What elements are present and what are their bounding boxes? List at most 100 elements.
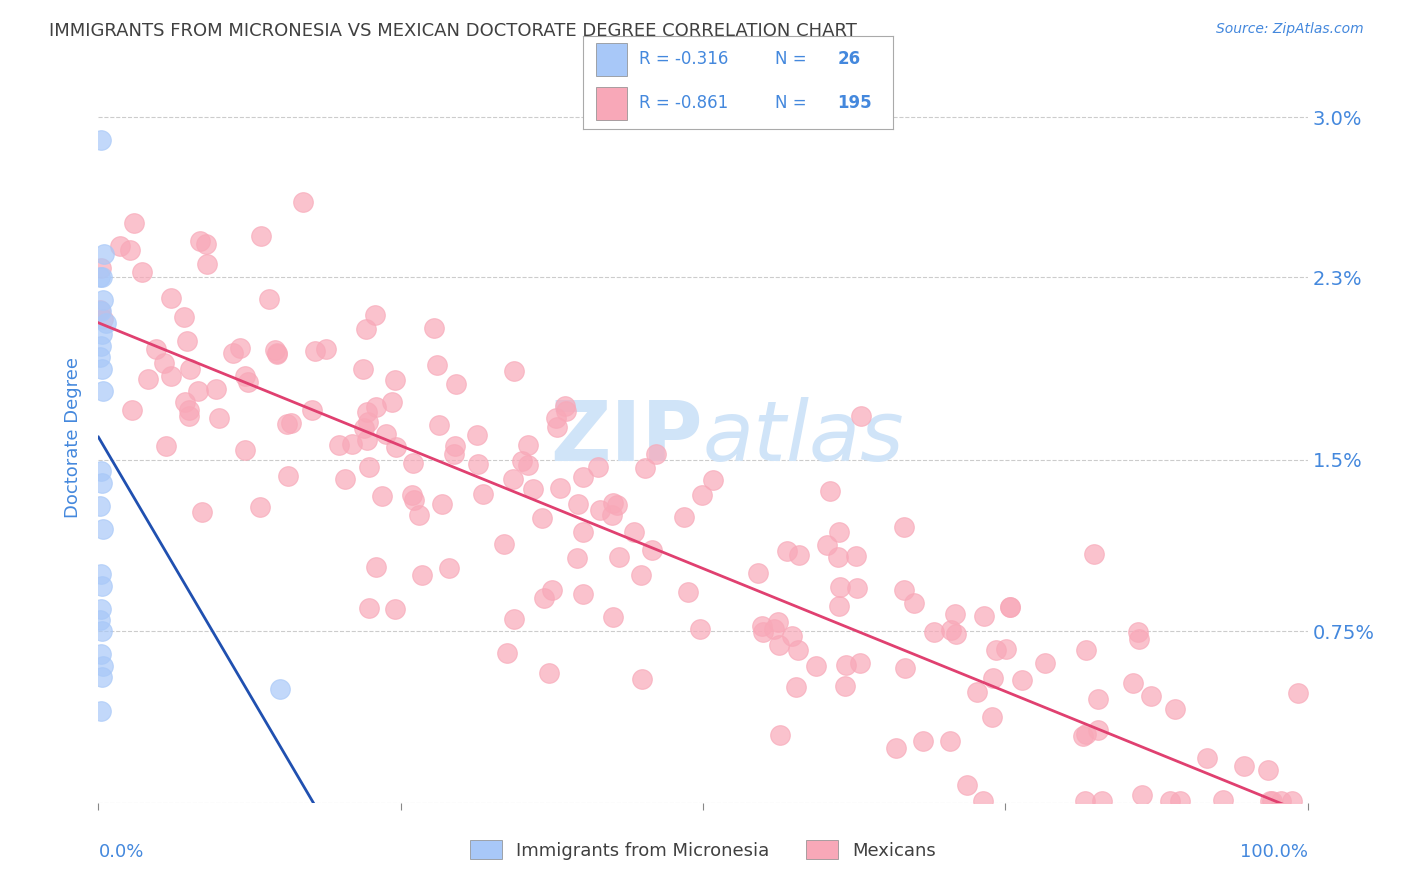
Point	[572, 587, 595, 601]
Point	[401, 488, 423, 502]
Point	[602, 496, 624, 510]
Point	[384, 373, 406, 387]
Point	[375, 427, 398, 442]
Point	[775, 544, 797, 558]
Point	[607, 550, 630, 565]
Point	[589, 503, 612, 517]
Point	[834, 679, 856, 693]
Point	[830, 580, 852, 594]
Point	[689, 622, 711, 636]
Y-axis label: Doctorate Degree: Doctorate Degree	[65, 357, 83, 517]
Point	[1197, 751, 1219, 765]
Point	[641, 542, 664, 557]
Point	[188, 234, 211, 248]
Point	[467, 457, 489, 471]
Point	[634, 461, 657, 475]
Point	[121, 403, 143, 417]
Point	[364, 308, 387, 322]
Point	[471, 487, 494, 501]
Point	[439, 561, 461, 575]
Point	[352, 361, 374, 376]
Point	[153, 356, 176, 370]
Point	[1074, 642, 1097, 657]
Point	[177, 409, 200, 424]
Point	[90, 601, 112, 615]
Point	[90, 338, 112, 352]
Text: R = -0.861: R = -0.861	[640, 95, 728, 112]
Point	[571, 470, 593, 484]
Point	[264, 343, 287, 357]
Point	[502, 472, 524, 486]
Point	[443, 447, 465, 461]
Point	[903, 596, 925, 610]
Point	[763, 622, 786, 636]
Point	[1168, 793, 1191, 807]
Point	[371, 488, 394, 502]
Text: 100.0%: 100.0%	[1240, 843, 1308, 861]
Point	[422, 320, 444, 334]
Point	[1159, 793, 1181, 807]
Point	[893, 520, 915, 534]
Point	[644, 447, 666, 461]
Text: 195: 195	[837, 95, 872, 112]
Point	[533, 591, 555, 605]
Point	[1087, 692, 1109, 706]
Point	[1091, 793, 1114, 807]
Point	[548, 481, 571, 495]
Point	[1087, 723, 1109, 738]
Text: 0.0%: 0.0%	[98, 843, 143, 861]
Point	[818, 483, 841, 498]
Point	[828, 599, 851, 613]
Point	[315, 343, 337, 357]
Point	[91, 327, 114, 342]
Point	[357, 600, 380, 615]
Point	[120, 243, 142, 257]
Point	[160, 369, 183, 384]
Point	[366, 401, 388, 415]
Point	[522, 483, 544, 497]
Point	[606, 498, 628, 512]
Point	[994, 642, 1017, 657]
Point	[91, 270, 114, 285]
Point	[845, 549, 868, 563]
Point	[443, 439, 465, 453]
Point	[496, 646, 519, 660]
Point	[702, 473, 724, 487]
Point	[145, 343, 167, 357]
Point	[380, 395, 402, 409]
Bar	[596, 43, 627, 76]
Point	[90, 304, 112, 318]
Point	[565, 550, 588, 565]
Bar	[596, 87, 627, 120]
Point	[1281, 793, 1303, 807]
Point	[238, 376, 260, 390]
Point	[1074, 727, 1097, 741]
Point	[108, 239, 131, 253]
Point	[90, 567, 112, 582]
Point	[893, 661, 915, 675]
Point	[235, 368, 257, 383]
Point	[91, 361, 114, 376]
Point	[981, 671, 1004, 685]
Point	[884, 740, 907, 755]
Point	[554, 399, 576, 413]
Point	[530, 511, 553, 525]
Point	[291, 195, 314, 210]
Point	[91, 384, 114, 399]
Point	[912, 734, 935, 748]
Point	[939, 734, 962, 748]
Point	[280, 416, 302, 430]
Point	[1270, 793, 1292, 807]
Point	[301, 403, 323, 417]
Point	[1083, 548, 1105, 562]
Point	[785, 680, 807, 694]
Text: atlas: atlas	[703, 397, 904, 477]
Point	[444, 376, 467, 391]
Point	[845, 581, 868, 595]
Point	[353, 420, 375, 434]
Point	[359, 459, 381, 474]
Text: N =: N =	[775, 95, 807, 112]
Point	[356, 405, 378, 419]
Point	[90, 261, 112, 276]
Text: IMMIGRANTS FROM MICRONESIA VS MEXICAN DOCTORATE DEGREE CORRELATION CHART: IMMIGRANTS FROM MICRONESIA VS MEXICAN DO…	[49, 22, 858, 40]
